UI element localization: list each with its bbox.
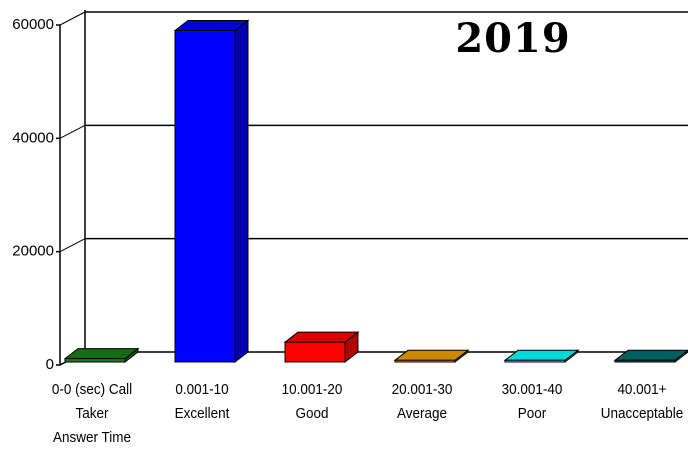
x-tick-label: 30.001-40 <box>502 381 563 398</box>
bar <box>393 349 470 364</box>
bar-front <box>394 359 456 363</box>
x-tick-label: Taker <box>76 405 109 422</box>
grid-diagonal <box>59 11 86 26</box>
chart-title: 2019 <box>455 15 570 62</box>
bar-top <box>613 349 688 361</box>
bar-front <box>174 30 236 363</box>
x-tick-label: Average <box>397 405 447 422</box>
bar <box>503 349 580 364</box>
grid-diagonal <box>59 238 86 253</box>
y-tick-label: 40000 <box>12 129 54 146</box>
x-tick-label: 0-0 (sec) Call <box>52 381 132 398</box>
bar-side <box>234 19 249 364</box>
y-tick-label: 20000 <box>12 243 54 260</box>
bar <box>173 19 250 364</box>
x-tick-label: Poor <box>518 405 547 422</box>
x-tick-label: 40.001+ <box>617 381 666 398</box>
grid-diagonal <box>59 124 86 139</box>
x-tick-label: 10.001-20 <box>282 381 343 398</box>
bar-top <box>63 348 140 360</box>
bar-top <box>393 349 470 361</box>
bar-top <box>503 349 580 361</box>
y-tick-label: 0 <box>46 356 54 373</box>
x-tick-label: Excellent <box>175 405 230 422</box>
bar-front <box>504 359 566 363</box>
y-tick-label: 60000 <box>12 16 54 33</box>
bar-front <box>614 359 676 363</box>
bar <box>283 331 360 364</box>
bar <box>613 349 688 364</box>
x-tick-label: 0.001-10 <box>175 381 228 398</box>
bar-top <box>283 331 360 343</box>
x-tick-label: 20.001-30 <box>392 381 453 398</box>
x-tick-label: Answer Time <box>53 429 131 446</box>
bar-front <box>64 358 126 363</box>
bar <box>63 347 140 364</box>
bar-front <box>284 341 346 363</box>
bar-top <box>173 20 250 31</box>
x-tick-label: Unacceptable <box>601 405 684 422</box>
x-tick-label: Good <box>296 405 329 422</box>
